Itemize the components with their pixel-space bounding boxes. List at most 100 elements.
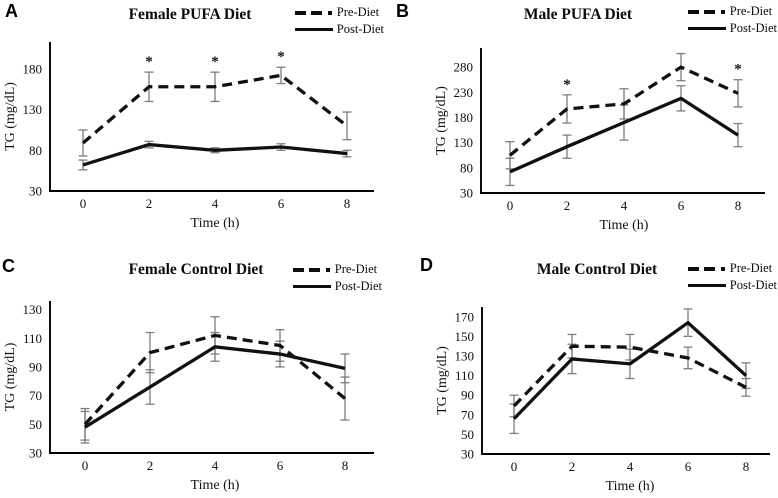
panel-b-male-pufa: 30 80 130 180 230 280 0 2 4 6 8 TG (mg/dL) Time (h) *… bbox=[389, 0, 778, 249]
y-axis-label: TG (mg/dL) bbox=[434, 86, 449, 155]
chart-title-male-control: Male Control Diet bbox=[536, 261, 658, 278]
series-line-post-diet bbox=[512, 320, 748, 420]
panel-letter-c: C bbox=[2, 256, 15, 276]
y-tick-label: 30 bbox=[29, 446, 42, 461]
series-line-post-diet bbox=[509, 96, 739, 174]
legend-label: Post-Diet bbox=[336, 21, 384, 36]
y-axis-label: TG (mg/dL) bbox=[3, 342, 18, 411]
panel-d-male-control: 30 50 70 90 110 130 150 170 0 2 4 6 8 TG (mg/dL) Time … bbox=[389, 249, 778, 498]
y-tick-label: 70 bbox=[461, 407, 474, 422]
legend-label: Post-Diet bbox=[729, 20, 777, 35]
x-tick-label: 6 bbox=[277, 458, 284, 473]
y-tick-labels: 30 80 130 180 230 280 bbox=[454, 60, 474, 201]
x-tick-label: 2 bbox=[147, 458, 154, 473]
y-tick-label: 170 bbox=[455, 309, 475, 324]
y-tick-labels: 30 50 70 90 110 130 bbox=[23, 302, 43, 460]
significance-asterisk: * bbox=[211, 54, 219, 70]
series-line-pre-diet bbox=[508, 65, 739, 157]
y-tick-label: 30 bbox=[29, 184, 42, 199]
panel-letter-d: D bbox=[420, 255, 433, 275]
y-tick-label: 90 bbox=[29, 359, 42, 374]
y-tick-label: 180 bbox=[23, 61, 43, 76]
x-tick-label: 0 bbox=[511, 459, 518, 474]
solid-line-sample bbox=[294, 27, 333, 32]
x-tick-label: 8 bbox=[735, 198, 742, 213]
solid-line-sample bbox=[687, 26, 726, 31]
y-tick-label: 30 bbox=[460, 186, 473, 201]
x-tick-labels: 0 2 4 6 8 bbox=[507, 198, 742, 213]
error-bars-post-diet bbox=[78, 140, 352, 171]
legend-item-post-diet: Post-Diet bbox=[294, 21, 384, 37]
legend-item-pre-diet: Pre-Diet bbox=[294, 5, 384, 20]
y-tick-label: 30 bbox=[461, 447, 474, 462]
solid-line-sample bbox=[292, 284, 331, 289]
y-tick-label: 80 bbox=[460, 160, 473, 175]
legend: Pre-Diet Post-Diet bbox=[294, 5, 384, 37]
solid-line-sample bbox=[687, 283, 726, 288]
y-tick-label: 80 bbox=[29, 143, 42, 158]
legend-item-post-diet: Post-Diet bbox=[292, 278, 382, 294]
y-tick-label: 110 bbox=[23, 331, 42, 346]
y-tick-label: 130 bbox=[455, 349, 475, 364]
x-tick-label: 6 bbox=[678, 198, 685, 213]
error-bars-post-diet bbox=[80, 331, 350, 444]
y-tick-label: 230 bbox=[454, 85, 474, 100]
x-tick-labels: 0 2 4 6 8 bbox=[80, 196, 351, 211]
y-tick-label: 70 bbox=[29, 388, 42, 403]
chart-title-female-pufa: Female PUFA Diet bbox=[128, 6, 252, 23]
y-tick-labels: 30 50 70 90 110 130 150 170 bbox=[455, 309, 475, 461]
x-tick-label: 2 bbox=[564, 198, 571, 213]
significance-asterisk: * bbox=[734, 62, 742, 78]
y-tick-label: 50 bbox=[461, 427, 474, 442]
legend-item-pre-diet: Pre-Diet bbox=[292, 262, 382, 277]
legend-label: Post-Diet bbox=[729, 277, 777, 292]
panel-letter-b: B bbox=[396, 1, 409, 21]
series-line-post-diet bbox=[84, 345, 346, 429]
significance-asterisk: * bbox=[145, 54, 153, 70]
legend-label: Post-Diet bbox=[334, 278, 382, 293]
legend-label: Pre-Diet bbox=[729, 4, 773, 18]
x-axis-label: Time (h) bbox=[600, 218, 649, 233]
x-tick-label: 8 bbox=[344, 196, 351, 211]
axes bbox=[481, 307, 770, 455]
dashed-line-sample bbox=[687, 267, 726, 271]
y-tick-label: 50 bbox=[29, 417, 42, 432]
legend: Pre-Diet Post-Diet bbox=[687, 4, 777, 36]
axes bbox=[480, 48, 765, 194]
chart-female-pufa: 30 80 130 180 0 2 4 6 8 TG (mg/dL) Time (h) * * * bbox=[3, 42, 374, 231]
x-tick-label: 4 bbox=[627, 459, 634, 474]
y-tick-label: 90 bbox=[461, 388, 474, 403]
x-tick-label: 6 bbox=[278, 196, 285, 211]
legend-item-pre-diet: Pre-Diet bbox=[687, 4, 777, 19]
x-axis-label: Time (h) bbox=[191, 478, 240, 493]
y-tick-label: 280 bbox=[454, 60, 474, 75]
chart-title-male-pufa: Male PUFA Diet bbox=[523, 6, 633, 23]
significance-asterisk: * bbox=[277, 49, 285, 65]
x-tick-label: 0 bbox=[82, 458, 89, 473]
x-tick-labels: 0 2 4 6 8 bbox=[511, 459, 750, 474]
series-line-pre-diet bbox=[83, 333, 347, 426]
x-tick-label: 0 bbox=[80, 196, 87, 211]
panel-letter-a: A bbox=[5, 1, 18, 21]
axes bbox=[49, 42, 374, 192]
x-tick-label: 2 bbox=[569, 459, 576, 474]
x-axis-label: Time (h) bbox=[191, 216, 240, 231]
x-tick-label: 8 bbox=[743, 459, 750, 474]
dashed-line-sample bbox=[292, 268, 331, 272]
y-tick-label: 130 bbox=[23, 302, 43, 317]
legend: Pre-Diet Post-Diet bbox=[687, 261, 777, 293]
chart-title-female-control: Female Control Diet bbox=[128, 261, 264, 278]
x-tick-label: 8 bbox=[342, 458, 349, 473]
legend-item-post-diet: Post-Diet bbox=[687, 20, 777, 36]
x-tick-label: 4 bbox=[621, 198, 628, 213]
x-tick-label: 4 bbox=[212, 196, 219, 211]
chart-male-pufa: 30 80 130 180 230 280 0 2 4 6 8 TG (mg/dL) Time (h) *… bbox=[434, 48, 765, 233]
y-tick-label: 180 bbox=[454, 110, 474, 125]
dashed-line-sample bbox=[687, 10, 726, 14]
y-tick-label: 130 bbox=[454, 135, 474, 150]
x-tick-label: 2 bbox=[146, 196, 153, 211]
y-tick-label: 130 bbox=[23, 102, 43, 117]
x-tick-label: 4 bbox=[212, 458, 219, 473]
x-tick-label: 6 bbox=[685, 459, 692, 474]
